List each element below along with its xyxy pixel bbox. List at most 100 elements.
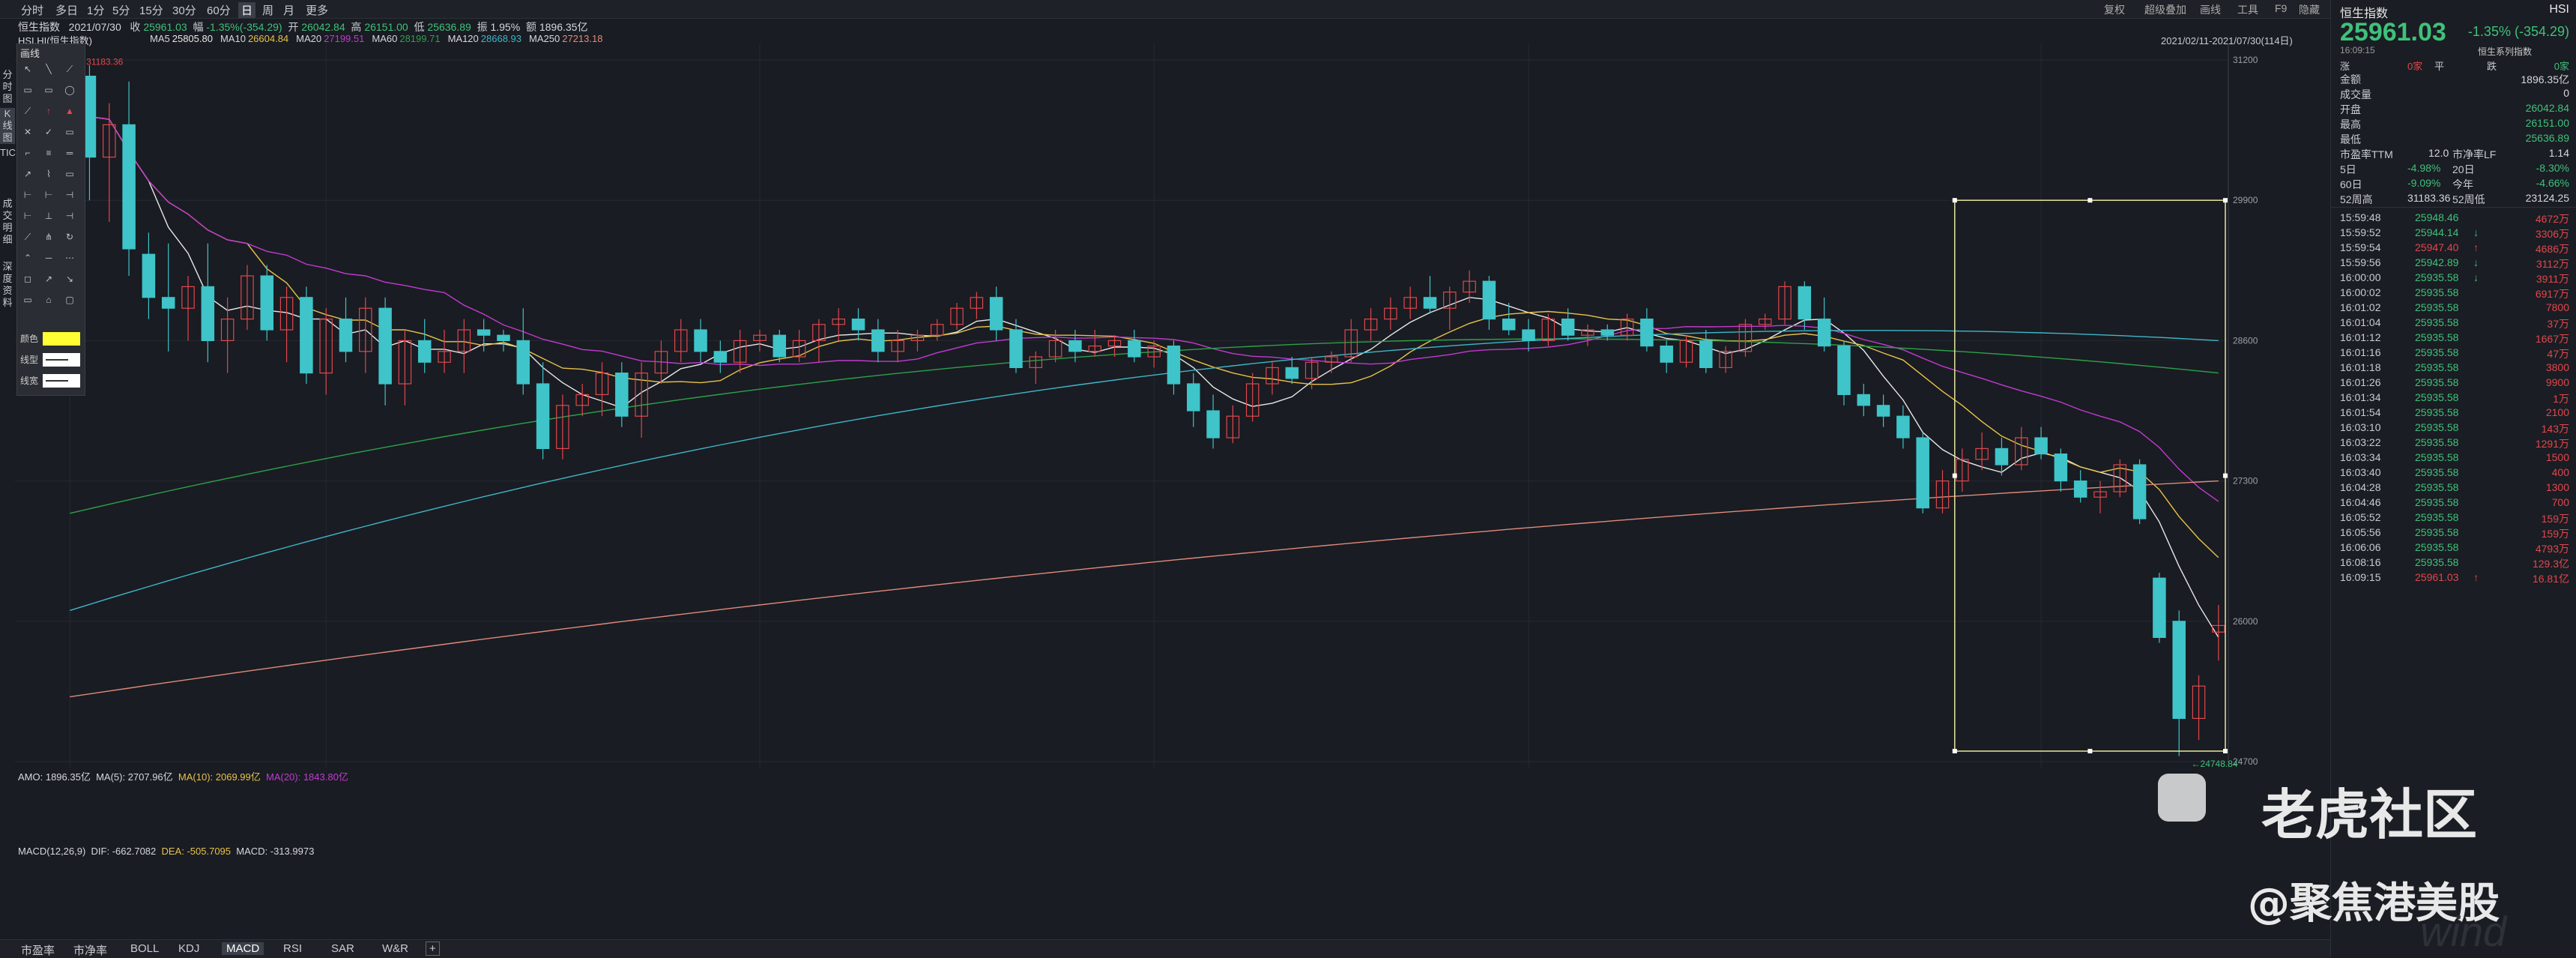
period-tab-15min[interactable]: 15分	[139, 4, 163, 17]
period-tab-fenshi[interactable]: 分时	[21, 4, 44, 17]
text-icon[interactable]: ▭	[44, 85, 53, 95]
candle	[1443, 286, 1457, 330]
period-tab-month[interactable]: 月	[283, 4, 295, 17]
dots-icon[interactable]: ⋯	[65, 253, 74, 263]
rise-icon[interactable]: ↗	[44, 274, 53, 284]
hide-button[interactable]: 隐藏	[2299, 4, 2320, 16]
tab-sar[interactable]: SAR	[331, 942, 354, 955]
tick-time: 16:03:34	[2340, 451, 2381, 463]
period-tab-multiday[interactable]: 多日	[55, 4, 79, 17]
color-swatch[interactable]	[43, 332, 80, 346]
candle-body	[1817, 319, 1831, 347]
cycle-icon[interactable]: ⌇	[46, 169, 51, 179]
note-icon[interactable]: ▭	[65, 127, 74, 137]
parallel-icon[interactable]: ≡	[46, 148, 52, 158]
tab-wr[interactable]: W&R	[382, 942, 408, 955]
vtab-trades[interactable]: 成交明细	[2, 198, 13, 245]
home-icon[interactable]: ⌂	[46, 295, 52, 305]
speed-icon[interactable]: ⊣	[65, 190, 74, 200]
candle	[753, 330, 767, 352]
cross-icon[interactable]: ✕	[23, 127, 32, 137]
tick-row: 15:59:48 25948.46 4672万	[2340, 211, 2569, 226]
candle-body	[989, 297, 1003, 331]
candle	[477, 319, 491, 352]
triangle-icon[interactable]: ▲	[65, 106, 74, 116]
ray-icon[interactable]: ⟋	[66, 64, 73, 74]
tab-boll[interactable]: BOLL	[130, 942, 160, 955]
linetype-select[interactable]	[43, 353, 80, 367]
tick-time: 16:08:16	[2340, 556, 2381, 568]
period-tab-5min[interactable]: 5分	[112, 4, 130, 17]
ellipse-icon[interactable]: ◯	[64, 85, 75, 95]
candle-body	[1640, 319, 1654, 347]
f9-button[interactable]: F9	[2275, 2, 2288, 14]
rise-label: 涨	[2340, 61, 2350, 72]
vtab-fenshi[interactable]: 分时图	[2, 69, 13, 104]
hline-icon[interactable]: ═	[66, 148, 73, 158]
period-tab-30min[interactable]: 30分	[172, 4, 196, 17]
candle-body	[1304, 361, 1319, 379]
tab-kdj[interactable]: KDJ	[178, 942, 200, 955]
tick-volume: 47万	[2547, 348, 2569, 360]
period-tab-60min[interactable]: 60分	[207, 4, 231, 17]
arrow-icon[interactable]: ↖	[23, 64, 32, 74]
tab-pe[interactable]: 市盈率	[21, 945, 55, 957]
box-icon[interactable]: ▭	[65, 169, 74, 179]
rect-icon[interactable]: ▭	[23, 85, 32, 95]
ma-legend-items: MA5 25805.80 MA10 26604.84 MA20 27199.51 MA60 2…	[150, 33, 610, 44]
up-arrow-icon[interactable]: ↑	[46, 106, 51, 116]
candle-body	[733, 340, 747, 363]
segment-icon[interactable]: ─	[45, 253, 52, 263]
check-icon[interactable]: ✓	[44, 127, 53, 137]
perf-label-60d: 60日	[2340, 178, 2362, 190]
low-label: 低	[414, 21, 425, 33]
period-tab-day[interactable]: 日	[238, 2, 256, 18]
quote-bar: 恒生指数 2021/07/30 收 25961.03 幅 -1.35%(-354…	[18, 19, 587, 34]
tab-pb[interactable]: 市净率	[73, 945, 108, 957]
panel-price: 25961.03	[2340, 18, 2446, 46]
tab-rsi[interactable]: RSI	[283, 942, 303, 955]
add-tab-button[interactable]: +	[426, 942, 440, 956]
tools-button[interactable]: 工具	[2237, 4, 2258, 16]
kline-chart[interactable]: 31200 29900 28600 27300 26000 24700 ←31183.36…	[15, 43, 2263, 768]
period-tab-1min[interactable]: 1分	[87, 4, 105, 17]
angle-icon[interactable]: ⊢	[23, 211, 32, 221]
extend-icon[interactable]: ↗	[23, 169, 32, 179]
tab-macd[interactable]: MACD	[222, 942, 264, 955]
period-tab-week[interactable]: 周	[262, 4, 274, 17]
candle-body	[575, 394, 589, 406]
candle	[319, 308, 333, 395]
period-tab-more[interactable]: 更多	[306, 4, 329, 17]
selection-handle	[2223, 198, 2228, 203]
linewidth-select[interactable]	[43, 374, 80, 388]
wave-icon[interactable]: ⌃	[23, 253, 32, 263]
slope-icon[interactable]: ⟋	[24, 232, 31, 242]
clear-icon[interactable]: ▢	[65, 295, 74, 305]
candle-body	[1443, 292, 1457, 309]
channel-icon[interactable]: ⌐	[25, 148, 31, 158]
base-icon[interactable]: ⊥	[44, 211, 53, 221]
field-label: 最低	[2340, 133, 2361, 145]
fall-icon[interactable]: ↘	[65, 274, 74, 284]
gann-icon[interactable]: ⊢	[44, 190, 53, 200]
adjust-button[interactable]: 复权	[2104, 4, 2125, 16]
vtab-depth[interactable]: 深度资料	[2, 261, 13, 308]
vtab-kline[interactable]: K线图	[0, 108, 15, 144]
tick-time: 16:04:46	[2340, 496, 2381, 508]
block-icon[interactable]: ▭	[23, 295, 32, 305]
draw-line-button[interactable]: 画线	[2200, 4, 2221, 16]
frame-icon[interactable]: ◻	[24, 274, 31, 284]
view-tabs: 分时图 K线图 TICK 成交明细 深度资料	[0, 69, 22, 339]
period-icon[interactable]: ⊣	[65, 211, 74, 221]
vtab-tick[interactable]: TICK	[0, 147, 22, 158]
trend-icon[interactable]: ⟋	[24, 106, 31, 116]
candle-body	[1463, 280, 1476, 293]
tick-time: 16:01:26	[2340, 376, 2381, 388]
close-label: 收	[130, 21, 141, 33]
tick-price: 25935.58	[2415, 406, 2459, 418]
rotate-icon[interactable]: ↻	[65, 232, 74, 242]
overlay-button[interactable]: 超级叠加	[2144, 4, 2186, 16]
line-icon[interactable]: ╲	[46, 64, 52, 74]
fib-icon[interactable]: ⊢	[23, 190, 32, 200]
fork-icon[interactable]: ⋔	[44, 232, 53, 242]
